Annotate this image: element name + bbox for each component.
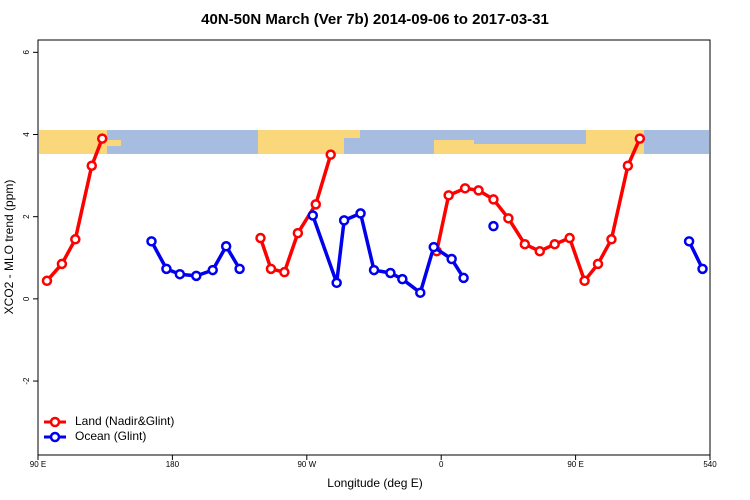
data-point: [41, 275, 53, 287]
x-tick-label: 540: [703, 460, 717, 469]
data-point: [368, 264, 380, 276]
data-point: [338, 215, 350, 226]
data-point: [488, 194, 499, 205]
data-point: [549, 238, 560, 250]
data-point: [592, 258, 604, 270]
x-tick-label: 0: [439, 460, 444, 469]
y-tick-label: 2: [22, 214, 31, 219]
x-axis-label: Longitude (deg E): [327, 476, 422, 490]
y-tick-label: -2: [22, 377, 31, 385]
data-point: [146, 236, 157, 247]
data-point: [415, 287, 426, 298]
data-point: [488, 220, 499, 232]
data-point: [564, 232, 575, 244]
y-tick-label: 4: [22, 132, 31, 137]
data-point: [446, 253, 457, 265]
plot-frame: [37, 39, 711, 456]
x-tick-label: 90 E: [567, 460, 583, 469]
data-point: [292, 227, 304, 239]
data-point: [96, 133, 108, 144]
data-point: [86, 160, 98, 171]
legend-marker: [49, 416, 61, 428]
data-point: [503, 213, 514, 224]
data-point: [634, 133, 646, 144]
legend-label: Ocean (Glint): [75, 429, 146, 443]
data-point: [310, 199, 322, 210]
map-land: [107, 140, 121, 146]
x-tick-label: 90 E: [30, 460, 46, 469]
data-point: [234, 263, 245, 275]
map-strip: [39, 130, 709, 154]
legend-label: Land (Nadir&Glint): [75, 414, 174, 428]
series-line: [45, 137, 104, 282]
data-point: [307, 210, 319, 221]
map-land: [474, 144, 644, 154]
y-axis-label: XCO2 - MLO trend (ppm): [2, 180, 16, 315]
data-point: [355, 208, 366, 219]
chart-title: 40N-50N March (Ver 7b) 2014-09-06 to 201…: [201, 11, 549, 28]
data-point: [255, 232, 266, 244]
data-point: [534, 245, 546, 257]
data-point: [279, 266, 290, 278]
data-point: [385, 267, 396, 279]
y-tick-label: 0: [22, 296, 31, 301]
data-point: [697, 263, 708, 275]
data-point: [331, 277, 342, 289]
data-point: [220, 241, 232, 252]
data-point: [473, 185, 484, 196]
y-tick-label: 6: [22, 50, 31, 55]
x-tick-label: 90 W: [297, 460, 316, 469]
map-land: [39, 130, 107, 154]
series-line: [435, 137, 642, 283]
map-land: [434, 140, 474, 154]
data-point: [443, 190, 454, 201]
data-point: [579, 275, 590, 287]
data-point: [191, 270, 202, 282]
data-point: [606, 234, 617, 245]
data-point: [325, 149, 336, 160]
data-point: [622, 160, 634, 171]
x-tick-label: 180: [166, 460, 180, 469]
data-point: [70, 234, 81, 245]
data-point: [683, 236, 695, 247]
series-line: [258, 154, 333, 274]
legend-marker: [49, 431, 61, 443]
data-point: [207, 264, 218, 276]
data-point: [397, 273, 408, 285]
data-point: [428, 241, 439, 253]
data-point: [161, 263, 172, 275]
data-point: [265, 263, 277, 275]
data-point: [519, 238, 531, 250]
map-land: [344, 130, 360, 138]
data-point: [174, 268, 186, 280]
data-point: [56, 258, 68, 270]
data-point: [459, 183, 471, 194]
data-point: [458, 272, 469, 284]
